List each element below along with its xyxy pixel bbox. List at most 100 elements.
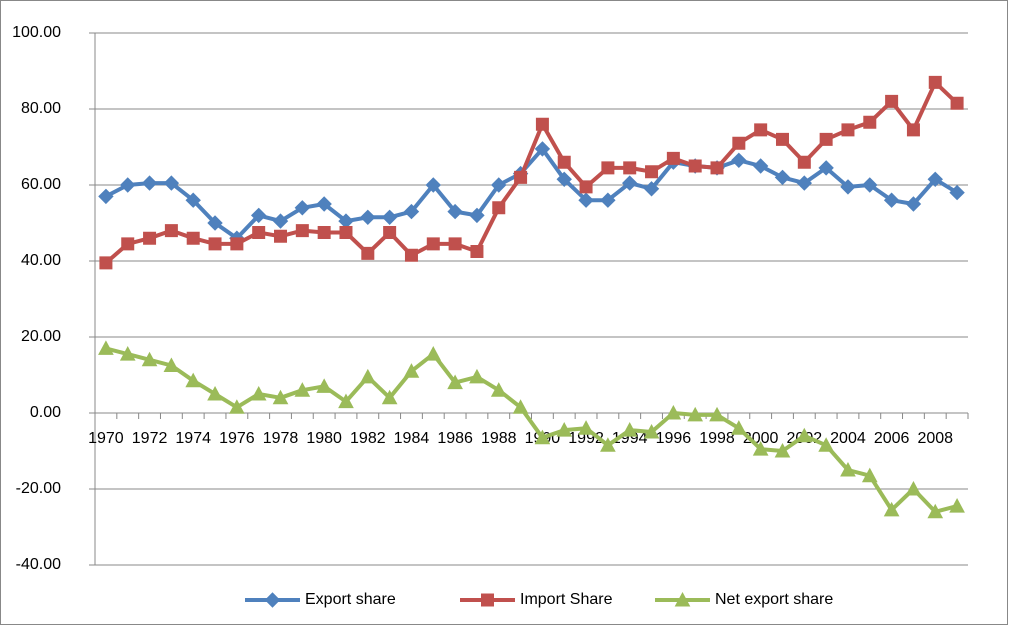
data-point — [272, 389, 289, 405]
data-point — [361, 246, 375, 260]
data-point — [643, 423, 660, 439]
data-point — [819, 132, 833, 146]
data-point — [601, 161, 615, 175]
data-point — [950, 96, 964, 110]
data-point — [99, 256, 113, 270]
data-point — [98, 340, 114, 355]
data-point — [404, 248, 418, 262]
data-point — [250, 385, 267, 401]
x-tick-label: 2008 — [917, 430, 953, 447]
data-point — [710, 161, 724, 175]
legend-marker — [264, 592, 281, 608]
data-point — [229, 399, 245, 414]
data-point — [862, 177, 878, 193]
data-point — [534, 141, 551, 157]
data-point — [535, 117, 549, 131]
y-tick-label: -40.00 — [16, 556, 61, 573]
data-point — [185, 372, 202, 388]
data-point — [797, 155, 811, 169]
x-tick-label: 2006 — [874, 430, 910, 447]
data-point — [230, 237, 244, 251]
x-tick-label: 1998 — [699, 430, 735, 447]
data-point — [121, 237, 135, 251]
data-point — [295, 224, 309, 238]
data-point — [381, 209, 398, 226]
legend-item: Net export share — [655, 591, 833, 608]
data-point — [514, 170, 528, 184]
data-point — [600, 437, 616, 452]
data-point — [556, 171, 572, 188]
legend-item: Import Share — [460, 591, 613, 608]
y-tick-label: 0.00 — [30, 404, 61, 421]
data-point — [885, 94, 899, 108]
legend-marker — [481, 593, 494, 607]
data-point — [294, 382, 311, 397]
data-point — [359, 368, 376, 384]
data-point — [557, 155, 571, 169]
data-point — [927, 503, 944, 519]
data-point — [186, 231, 200, 245]
data-point — [534, 429, 551, 445]
data-point — [425, 177, 441, 193]
series-line — [104, 80, 959, 265]
data-point — [426, 237, 440, 251]
data-point — [840, 461, 856, 477]
data-point — [731, 152, 747, 169]
data-point — [469, 207, 485, 224]
data-point — [403, 363, 420, 378]
data-point — [796, 427, 813, 443]
data-point — [775, 132, 789, 146]
data-point — [579, 180, 593, 194]
y-tick-label: 60.00 — [21, 176, 61, 193]
y-tick-label: 20.00 — [21, 328, 61, 345]
data-point — [338, 393, 354, 409]
data-point — [469, 368, 485, 384]
data-point — [883, 501, 900, 517]
data-point — [840, 179, 856, 195]
data-point — [752, 441, 769, 456]
x-tick-label: 1970 — [88, 430, 124, 447]
data-point — [207, 385, 223, 401]
data-point — [622, 175, 638, 191]
legend-marker — [674, 591, 691, 607]
data-point — [447, 203, 463, 220]
x-tick-label: 1996 — [656, 430, 692, 447]
data-point — [250, 207, 267, 224]
data-point — [754, 123, 768, 137]
data-point — [732, 136, 746, 150]
data-point — [905, 196, 922, 212]
data-point — [294, 200, 311, 216]
data-point — [141, 351, 158, 367]
data-point — [490, 382, 507, 397]
data-point — [645, 165, 659, 179]
data-point — [841, 123, 855, 137]
data-point — [120, 177, 136, 193]
data-point — [863, 115, 877, 129]
data-point — [470, 245, 484, 258]
data-point — [709, 406, 725, 422]
data-point — [512, 399, 529, 414]
x-tick-label: 1972 — [132, 430, 168, 447]
x-tick-label: 1976 — [219, 430, 255, 447]
data-point — [578, 192, 594, 208]
y-tick-label: 40.00 — [21, 252, 61, 269]
data-point — [949, 498, 965, 513]
data-point — [796, 175, 813, 191]
data-point — [752, 158, 769, 174]
data-point — [818, 437, 834, 452]
data-point — [119, 346, 136, 361]
data-point — [774, 442, 791, 458]
data-point — [578, 420, 594, 435]
data-point — [906, 123, 920, 137]
legend-label: Export share — [305, 591, 396, 608]
x-tick-label: 2004 — [830, 430, 866, 447]
data-point — [339, 226, 353, 239]
data-point — [316, 196, 332, 212]
data-point — [774, 169, 791, 186]
data-point — [141, 175, 158, 191]
data-point — [861, 467, 878, 483]
data-point — [621, 422, 638, 437]
data-point — [731, 420, 747, 435]
